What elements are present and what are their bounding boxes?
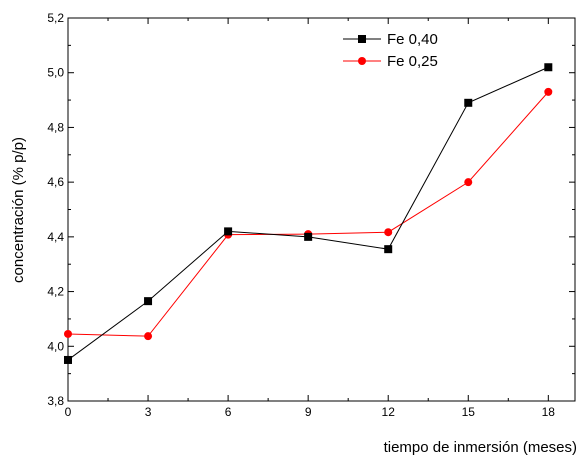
- data-point: [464, 178, 473, 187]
- axis-tick-labels: 0 3 6 9 12 15 18 3,8 4,0 4,2 4,4 4,6 4,8 5,0 5,2: [47, 11, 555, 419]
- x-tick-label: 15: [462, 405, 476, 419]
- y-tick-label: 4,0: [47, 339, 64, 353]
- series-layer: [64, 63, 553, 364]
- data-point: [544, 63, 553, 72]
- data-point: [224, 227, 233, 236]
- y-axis-title: concentración (% p/p): [10, 137, 27, 283]
- legend-item: Fe 0,40: [343, 31, 438, 48]
- legend-label: Fe 0,25: [387, 53, 438, 70]
- legend-label: Fe 0,40: [387, 31, 438, 48]
- data-point: [384, 245, 393, 254]
- data-point: [144, 297, 153, 306]
- series-fe-025: [64, 87, 553, 341]
- y-tick-label: 3,8: [47, 394, 64, 408]
- data-point: [144, 332, 153, 341]
- x-tick-label: 18: [542, 405, 556, 419]
- data-point: [64, 329, 72, 338]
- x-tick-label: 3: [145, 405, 152, 419]
- legend-marker: [358, 35, 366, 43]
- x-tick-label: 6: [225, 405, 232, 419]
- axis-ticks: [67, 17, 575, 402]
- y-tick-label: 4,2: [47, 285, 64, 299]
- series-line: [67, 66, 549, 361]
- legend: Fe 0,40 Fe 0,25: [343, 31, 438, 70]
- y-tick-label: 4,4: [47, 230, 64, 244]
- series-line: [67, 91, 549, 337]
- plot-frame: [67, 17, 576, 402]
- x-tick-label: 12: [382, 405, 396, 419]
- data-point: [464, 98, 473, 107]
- series-fe-040: [64, 63, 553, 364]
- data-point: [304, 232, 313, 241]
- legend-marker: [358, 57, 366, 65]
- data-point: [64, 355, 72, 364]
- legend-item: Fe 0,25: [343, 53, 438, 70]
- y-tick-label: 4,8: [47, 120, 64, 134]
- x-axis-title: tiempo de inmersión (meses): [384, 439, 577, 456]
- x-tick-label: 9: [305, 405, 312, 419]
- data-point: [384, 228, 393, 237]
- y-tick-label: 5,2: [47, 11, 64, 25]
- data-point: [544, 87, 553, 96]
- y-tick-label: 4,6: [47, 175, 64, 189]
- x-tick-label: 0: [65, 405, 72, 419]
- y-tick-label: 5,0: [47, 66, 64, 80]
